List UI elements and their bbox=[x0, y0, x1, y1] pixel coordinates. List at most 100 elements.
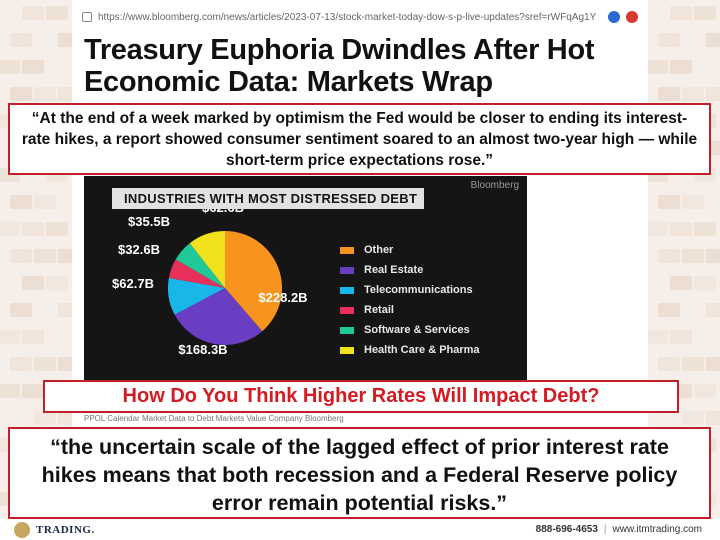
logo-text: TRADING. bbox=[36, 523, 95, 536]
slice-value-label: $62.7B bbox=[112, 276, 154, 291]
decorative-tile bbox=[46, 276, 68, 290]
decorative-tile bbox=[694, 276, 716, 290]
footer: TRADING. 888-696-4653 | www.itmtrading.c… bbox=[0, 519, 720, 540]
decorative-tile bbox=[658, 249, 680, 263]
decorative-tile bbox=[10, 33, 32, 47]
decorative-tile bbox=[34, 411, 56, 425]
quote-bottom: “the uncertain scale of the lagged effec… bbox=[8, 427, 711, 519]
legend-item: Retail bbox=[340, 300, 480, 320]
decorative-tile bbox=[658, 33, 680, 47]
legend-item: Other bbox=[340, 240, 480, 260]
legend-item: Health Care & Pharma bbox=[340, 340, 480, 360]
decorative-tile bbox=[648, 222, 668, 236]
decorative-tile bbox=[694, 6, 716, 20]
legend-label: Retail bbox=[364, 304, 394, 316]
question-banner: How Do You Think Higher Rates Will Impac… bbox=[43, 380, 679, 413]
decorative-tile bbox=[10, 195, 32, 209]
pie-slice-other bbox=[225, 231, 283, 332]
decorative-tile bbox=[34, 87, 56, 101]
decorative-tile bbox=[706, 303, 720, 317]
logo-mark-icon bbox=[14, 521, 30, 538]
reader-mode-icon[interactable] bbox=[626, 11, 638, 23]
decorative-tile bbox=[670, 276, 692, 290]
decorative-tile bbox=[22, 6, 44, 20]
legend-label: Real Estate bbox=[364, 264, 424, 276]
pie-chart: $228.2B$168.3B$62.7B$32.6B$35.5B$62.6B bbox=[112, 200, 308, 357]
decorative-tile bbox=[694, 222, 716, 236]
decorative-tile bbox=[682, 249, 704, 263]
decorative-tile bbox=[58, 249, 72, 263]
article-headline: Treasury Euphoria Dwindles After Hot Eco… bbox=[84, 34, 595, 98]
extension-icon[interactable] bbox=[608, 11, 620, 23]
pie-slice-health-care-pharma bbox=[189, 231, 225, 288]
decorative-tile bbox=[706, 249, 720, 263]
decorative-tile bbox=[658, 303, 680, 317]
legend-item: Real Estate bbox=[340, 260, 480, 280]
legend-item: Software & Services bbox=[340, 320, 480, 340]
legend-label: Other bbox=[364, 244, 394, 256]
decorative-tile bbox=[670, 330, 692, 344]
slice-value-label: $35.5B bbox=[128, 214, 170, 229]
url-text[interactable]: https://www.bloomberg.com/news/articles/… bbox=[98, 11, 597, 23]
decorative-tile bbox=[34, 357, 56, 371]
legend-label: Software & Services bbox=[364, 324, 470, 336]
pie-slice-telecommunications bbox=[168, 277, 225, 315]
decorative-tile bbox=[22, 384, 44, 398]
decorative-tile bbox=[22, 222, 44, 236]
legend-swatch bbox=[340, 326, 354, 334]
decorative-tile bbox=[670, 222, 692, 236]
decorative-tile bbox=[670, 60, 692, 74]
legend-label: Health Care & Pharma bbox=[364, 344, 480, 356]
decorative-tile bbox=[10, 249, 32, 263]
legend-swatch bbox=[340, 246, 354, 254]
decorative-tile bbox=[46, 6, 68, 20]
decorative-tile bbox=[670, 6, 692, 20]
decorative-tile bbox=[46, 222, 68, 236]
slice-value-label: $168.3B bbox=[178, 342, 227, 357]
chart-legend: Other Real Estate Telecommunications Retail… bbox=[340, 240, 480, 360]
legend-item: Telecommunications bbox=[340, 280, 480, 300]
decorative-tile bbox=[682, 87, 704, 101]
decorative-tile bbox=[10, 357, 32, 371]
legend-swatch bbox=[340, 346, 354, 354]
quote-top: “At the end of a week marked by optimism… bbox=[8, 103, 711, 175]
decorative-tile bbox=[0, 60, 20, 74]
decorative-tile bbox=[706, 87, 720, 101]
pie-slice-retail bbox=[168, 259, 225, 288]
decorative-tile bbox=[22, 60, 44, 74]
decorative-tile bbox=[22, 330, 44, 344]
decorative-tile bbox=[706, 33, 720, 47]
decorative-tile bbox=[0, 384, 20, 398]
decorative-tile bbox=[694, 384, 716, 398]
legend-swatch bbox=[340, 266, 354, 274]
decorative-tile bbox=[682, 357, 704, 371]
distressed-debt-chart: $228.2B$168.3B$62.7B$32.6B$35.5B$62.6B I… bbox=[84, 176, 527, 380]
decorative-tile bbox=[706, 357, 720, 371]
pie-slice-software-services bbox=[175, 243, 225, 288]
decorative-tile bbox=[58, 357, 72, 371]
slice-value-label: $32.6B bbox=[118, 242, 160, 257]
decorative-tile bbox=[658, 195, 680, 209]
decorative-tile bbox=[0, 330, 20, 344]
decorative-tile bbox=[706, 411, 720, 425]
slice-value-label: $228.2B bbox=[258, 290, 307, 305]
decorative-tile bbox=[58, 411, 72, 425]
decorative-tile bbox=[58, 303, 72, 317]
footer-website[interactable]: www.itmtrading.com bbox=[612, 524, 702, 535]
url-bar[interactable]: https://www.bloomberg.com/news/articles/… bbox=[74, 6, 646, 28]
pie-slice-real-estate bbox=[174, 288, 263, 346]
decorative-tile bbox=[658, 87, 680, 101]
decorative-tile bbox=[10, 303, 32, 317]
chart-caption: PPOL Calendar Market Data to Debt Market… bbox=[84, 414, 344, 423]
decorative-tile bbox=[658, 357, 680, 371]
decorative-tile bbox=[648, 330, 668, 344]
legend-swatch bbox=[340, 306, 354, 314]
decorative-tile bbox=[22, 276, 44, 290]
itm-logo: TRADING. bbox=[14, 519, 95, 540]
footer-separator: | bbox=[603, 524, 607, 535]
decorative-tile bbox=[0, 222, 20, 236]
footer-phone[interactable]: 888-696-4653 bbox=[535, 524, 598, 535]
decorative-tile bbox=[34, 249, 56, 263]
decorative-tile bbox=[648, 60, 668, 74]
decorative-tile bbox=[58, 87, 72, 101]
